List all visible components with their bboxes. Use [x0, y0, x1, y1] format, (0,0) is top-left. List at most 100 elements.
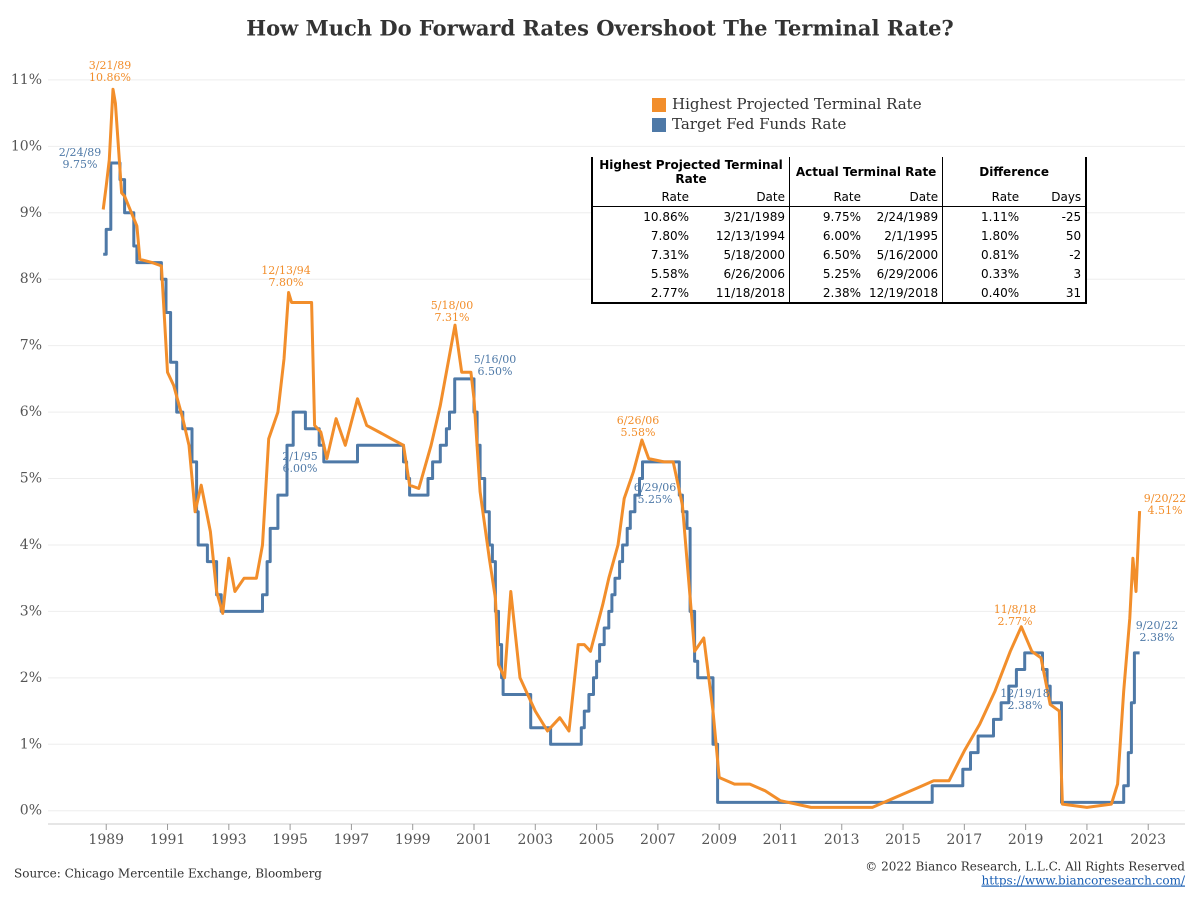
series-line	[101, 87, 1142, 809]
table-cell: 6.00%	[789, 226, 865, 245]
table-cell: 31	[1065, 285, 1082, 300]
y-tick-label: 11%	[11, 72, 42, 88]
table-cell: Rate	[592, 187, 693, 207]
table-cell: 5/18/2000	[723, 247, 785, 262]
table-cell: 50	[1065, 228, 1082, 243]
x-tick-label: 2023	[1130, 832, 1166, 848]
table-cell: 5.25%	[789, 264, 865, 283]
table-cell: Date	[865, 187, 943, 207]
y-tick-label: 0%	[20, 803, 42, 819]
table-cell: 2.77%	[650, 285, 689, 300]
annotation-date: 9/20/22	[1136, 619, 1178, 632]
y-tick-label: 9%	[20, 205, 42, 221]
annotation-rate: 2.77%	[998, 615, 1033, 628]
table-cell: 7.80%	[650, 228, 689, 243]
x-tick-label: 2017	[947, 832, 983, 848]
table-cell: Highest Projected Terminal Rate	[599, 158, 783, 186]
x-tick-label: 1991	[150, 832, 186, 848]
table-cell: 10.86%	[643, 209, 689, 224]
annotation-date: 2/24/89	[59, 146, 101, 159]
table-cell: 1.80%	[942, 226, 1024, 245]
y-tick-label: 7%	[20, 338, 42, 354]
summary-table: Highest Projected Terminal Rate Actual Te…	[591, 157, 1088, 304]
annotation-rate: 7.80%	[269, 276, 304, 289]
y-tick-label: 5%	[20, 471, 42, 487]
source: Source: Chicago Mercentile Exchange, Blo…	[14, 867, 322, 881]
table-cell: 1.11%	[942, 206, 1024, 226]
y-tick-label: 4%	[20, 537, 42, 553]
table-cell: 12/19/2018	[869, 285, 939, 300]
annotation-date: 9/20/22	[1144, 492, 1186, 505]
chart-title: How Much Do Forward Rates Overshoot The …	[246, 16, 953, 41]
annotation-date: 6/29/06	[634, 481, 676, 494]
table-cell: Actual Terminal Rate	[788, 157, 943, 187]
table-cell: 5.58%	[650, 266, 689, 281]
x-tick-label: 1989	[88, 832, 124, 848]
x-tick-label: 2009	[701, 832, 737, 848]
table-cell: 12/13/1994	[715, 228, 785, 243]
table-cell: 0.81%	[942, 245, 1024, 264]
annotation-rate: 7.31%	[435, 311, 470, 324]
annotation-date: 12/19/18	[1000, 687, 1049, 700]
x-tick-label: 1993	[211, 832, 247, 848]
x-tick-label: 2005	[579, 832, 615, 848]
table-cell: 3	[1073, 266, 1082, 281]
legend-label: Target Fed Funds Rate	[672, 115, 846, 133]
annotation-rate: 6.50%	[478, 365, 513, 378]
annotation-rate: 5.25%	[638, 493, 673, 506]
annotation-date: 5/16/00	[474, 353, 516, 366]
annotation-rate: 5.58%	[621, 426, 656, 439]
copyright: © 2022 Bianco Research, L.L.C. All Right…	[865, 860, 1185, 874]
x-tick-label: 2019	[1008, 832, 1044, 848]
x-tick-label: 2015	[885, 832, 921, 848]
legend-swatch	[652, 118, 666, 132]
annotation-rate: 6.00%	[283, 462, 318, 475]
annotation-date: 2/1/95	[282, 450, 317, 463]
x-tick-label: 2011	[763, 832, 799, 848]
annotation-rate: 10.86%	[89, 71, 131, 84]
table-cell: Difference	[942, 157, 1087, 187]
url[interactable]: https://www.biancoresearch.com/	[981, 874, 1185, 888]
x-tick-label: 2021	[1069, 832, 1105, 848]
annotation-rate: 2.38%	[1008, 699, 1043, 712]
x-tick-label: 1999	[395, 832, 431, 848]
x-tick-label: 2001	[456, 832, 492, 848]
legend-label: Highest Projected Terminal Rate	[672, 95, 922, 113]
table-cell: 2.38%	[789, 283, 865, 303]
annotation-rate: 9.75%	[63, 158, 98, 171]
table-cell: 7.31%	[650, 247, 689, 262]
table-cell: 11/18/2018	[715, 285, 785, 300]
table-cell: 5/16/2000	[876, 247, 939, 262]
table-cell: 6/29/2006	[876, 266, 939, 281]
annotation-date: 6/26/06	[617, 414, 659, 427]
table-cell: -2	[1069, 247, 1082, 262]
y-tick-label: 2%	[20, 670, 42, 686]
table-cell: Rate	[942, 187, 1024, 207]
annotation-rate: 4.51%	[1148, 504, 1183, 517]
legend-swatch	[652, 98, 666, 112]
table-cell: Date	[693, 187, 790, 207]
annotation-date: 11/8/18	[994, 603, 1036, 616]
table-cell: Days	[1023, 187, 1087, 207]
x-tick-label: 2013	[824, 832, 860, 848]
x-tick-label: 1995	[272, 832, 308, 848]
table-cell: 0.33%	[942, 264, 1024, 283]
table-cell: 6.50%	[789, 245, 865, 264]
series-line	[103, 161, 1140, 804]
table-cell: Rate	[789, 187, 865, 207]
annotation-date: 5/18/00	[431, 299, 473, 312]
table-cell: 2/1/1995	[884, 228, 939, 243]
table-cell: 9.75%	[789, 206, 865, 226]
y-tick-label: 6%	[20, 404, 42, 420]
table-cell: 2/24/1989	[876, 209, 939, 224]
table-cell: -25	[1061, 209, 1082, 224]
table-cell: 3/21/1989	[723, 209, 785, 224]
table-cell: 6/26/2006	[723, 266, 785, 281]
annotation-date: 12/13/94	[261, 264, 310, 277]
y-tick-label: 1%	[20, 736, 42, 752]
annotation-rate: 2.38%	[1140, 631, 1175, 644]
y-tick-label: 10%	[11, 138, 42, 154]
x-tick-label: 2007	[640, 832, 676, 848]
